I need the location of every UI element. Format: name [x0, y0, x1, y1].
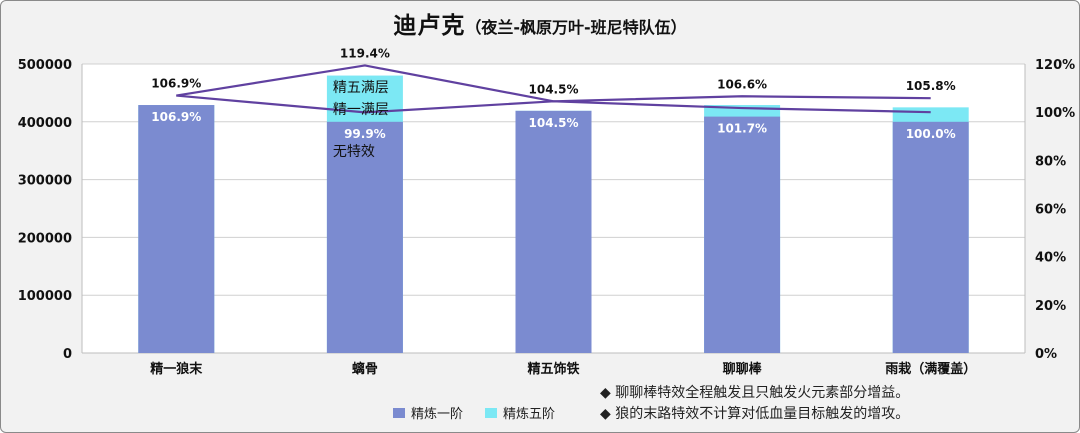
line-label-top: 119.4% [340, 46, 390, 60]
bar-refine1 [138, 105, 215, 354]
legend-swatch-refine1 [393, 407, 405, 418]
y-right-tick-label: 100% [1035, 106, 1075, 121]
bar-label-inside: 106.9% [151, 110, 201, 124]
x-tick-label: 聊聊棒 [723, 361, 763, 377]
annotation-no-effect: 无特效 [333, 144, 375, 160]
legend-item-refine5: 精炼五阶 [485, 403, 555, 422]
legend: 精炼一阶 精炼五阶 [393, 403, 555, 422]
x-tick-label: 螭骨 [352, 361, 378, 377]
chart-title: 迪卢克（夜兰-枫原万叶-班尼特队伍） [0, 6, 1080, 40]
x-tick-label: 精五饰铁 [527, 361, 579, 377]
x-tick-label: 精一狼末 [150, 361, 203, 377]
y-left-tick-label: 200000 [18, 231, 72, 246]
y-left-tick-label: 0 [63, 347, 72, 362]
bar-label-inside: 100.0% [906, 127, 956, 141]
line-label-top: 106.9% [151, 77, 201, 91]
legend-label-refine1: 精炼一阶 [411, 407, 464, 422]
line-label-top: 104.5% [529, 82, 579, 96]
bar-label-inside: 99.9% [344, 127, 386, 141]
bar-refine1 [704, 116, 781, 354]
legend-label-refine5: 精炼五阶 [503, 407, 556, 422]
y-right-tick-label: 40% [1035, 251, 1066, 266]
bar-label-inside: 101.7% [717, 122, 767, 136]
footnotes: ◆ 聊聊棒特效全程触发且只触发火元素部分增益。 ◆ 狼的末路特效不计算对低血量目… [600, 383, 909, 425]
title-main: 迪卢克 [393, 13, 466, 39]
y-right-tick-label: 80% [1035, 154, 1066, 169]
legend-swatch-refine5 [485, 407, 498, 418]
y-right-tick-label: 0% [1035, 347, 1057, 362]
y-left-tick-label: 500000 [18, 58, 72, 73]
bar-refine1 [515, 110, 592, 354]
annotation-refine1-full: 精一满层 [333, 102, 389, 118]
legend-item-refine1: 精炼一阶 [393, 403, 463, 422]
y-right-tick-label: 20% [1035, 299, 1066, 314]
y-left-tick-label: 400000 [18, 116, 72, 131]
line-label-top: 106.6% [717, 77, 767, 91]
bar-refine1 [326, 121, 403, 353]
y-left-tick-label: 300000 [18, 174, 72, 189]
bar-label-inside: 104.5% [529, 116, 579, 130]
footnote-2: ◆ 狼的末路特效不计算对低血量目标触发的增攻。 [600, 406, 910, 422]
bar-refine1 [892, 121, 969, 353]
y-right-tick-label: 120% [1035, 58, 1075, 73]
y-right-tick-label: 60% [1035, 203, 1066, 218]
x-tick-label: 雨栽（满覆盖） [885, 361, 976, 377]
annotation-refine5-full: 精五满层 [333, 80, 389, 96]
line-label-top: 105.8% [906, 79, 956, 93]
title-subtitle: （夜兰-枫原万叶-班尼特队伍） [465, 18, 687, 37]
footnote-1: ◆ 聊聊棒特效全程触发且只触发火元素部分增益。 [600, 385, 910, 401]
line-refine5 [176, 64, 931, 103]
y-left-tick-label: 100000 [18, 289, 72, 304]
